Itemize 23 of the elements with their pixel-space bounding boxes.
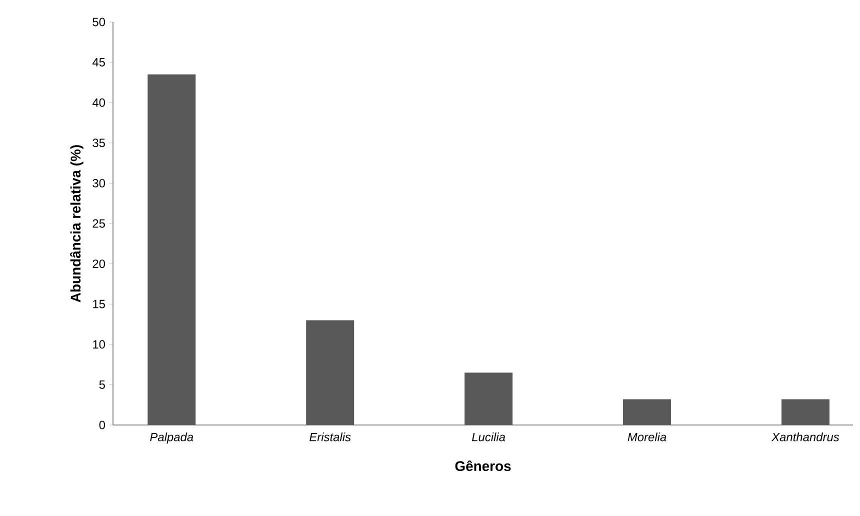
y-tick-label: 0 — [99, 420, 106, 430]
bar — [781, 399, 830, 425]
y-tick-label: 30 — [92, 178, 106, 188]
x-tick-label: Eristalis — [310, 432, 351, 442]
bar — [464, 372, 513, 425]
x-tick-label: Morelia — [628, 432, 666, 442]
y-tick-label: 20 — [92, 260, 106, 268]
y-tick-label: 45 — [92, 58, 105, 66]
y-tick-label: 25 — [92, 219, 105, 228]
x-tick-label: Lucilia — [472, 432, 506, 442]
x-tick-label: Palpada — [150, 432, 194, 444]
y-tick-label: 15 — [93, 300, 105, 308]
y-tick-label: 50 — [92, 18, 106, 26]
y-tick-label: 5 — [99, 380, 105, 389]
bar — [623, 399, 672, 425]
y-tick-label: 10 — [93, 340, 106, 349]
y-tick-label: 35 — [92, 138, 105, 148]
bar — [306, 320, 354, 425]
x-axis-title: Gêneros — [455, 460, 511, 472]
y-tick-label: 40 — [92, 98, 106, 107]
bar — [148, 74, 196, 425]
x-tick-label: Xanthandrus — [771, 432, 840, 442]
y-axis-title: Abundância relativa (%) — [70, 145, 84, 302]
